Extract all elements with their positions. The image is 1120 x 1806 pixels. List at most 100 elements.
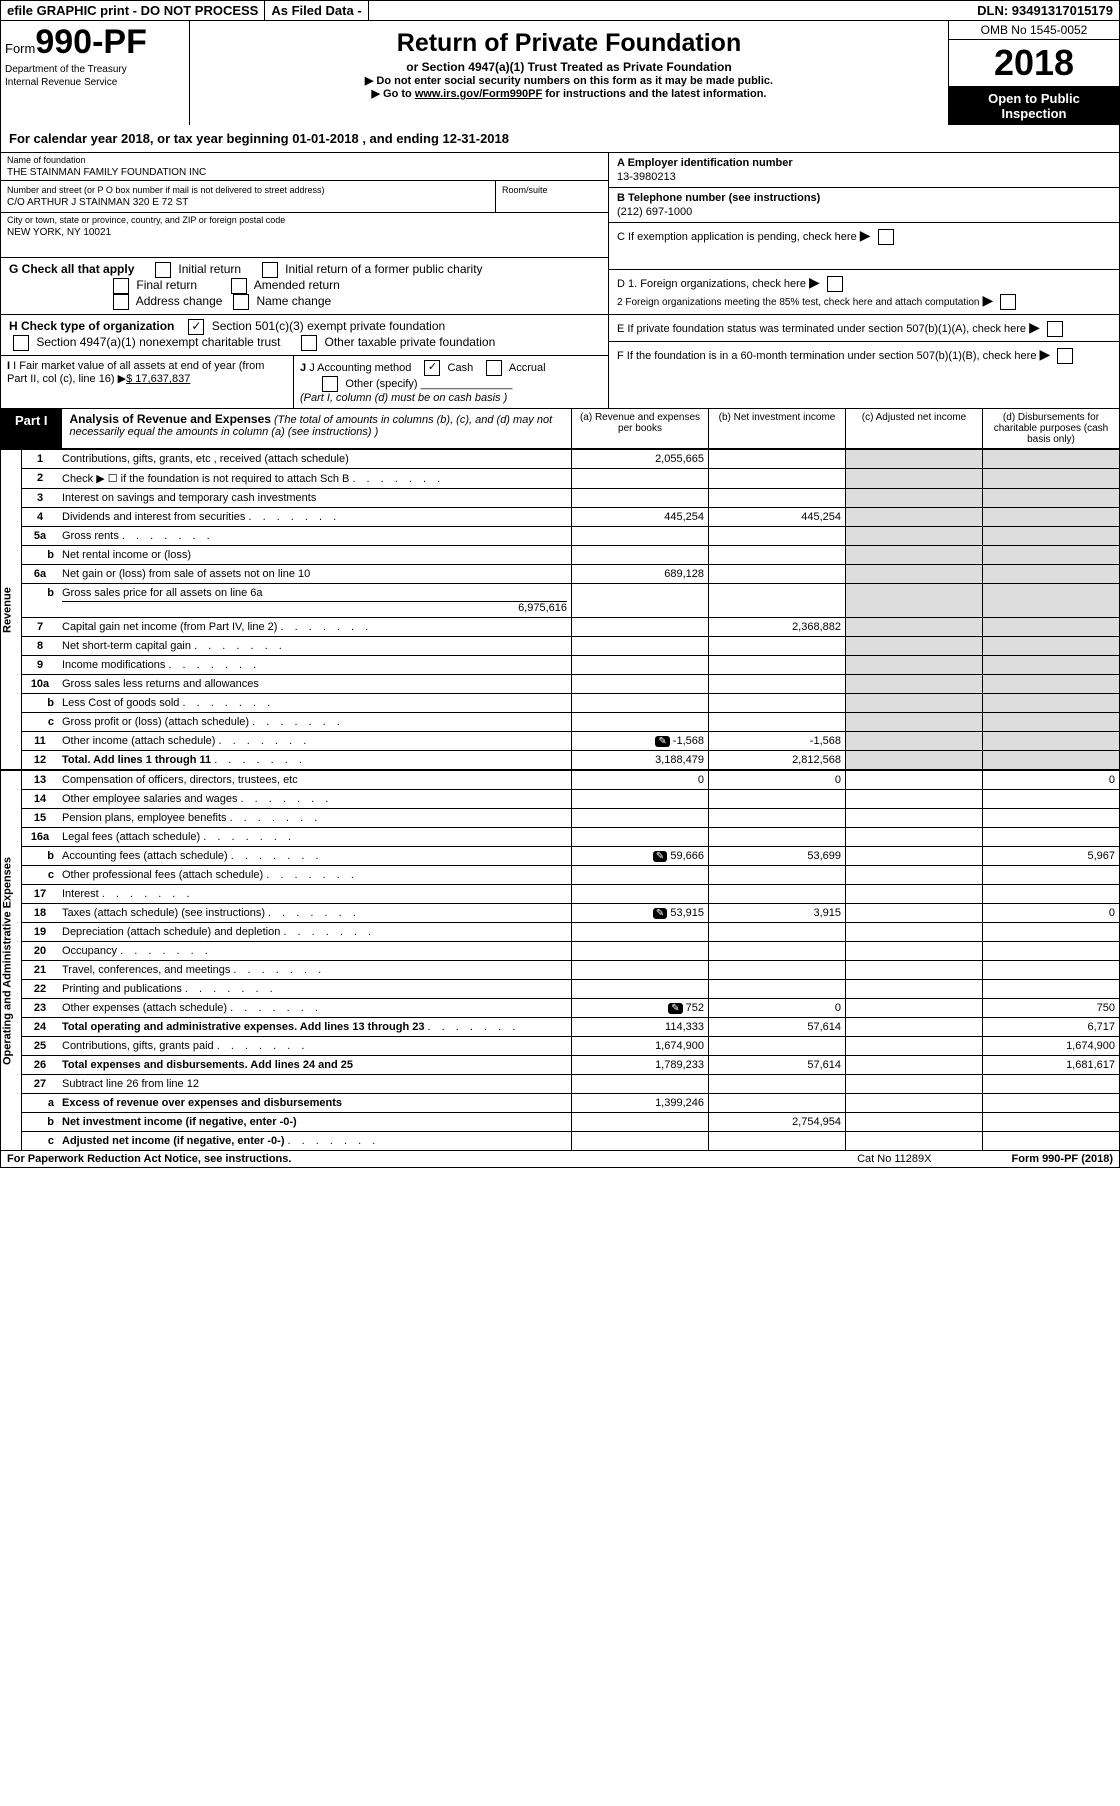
cell-b — [709, 1075, 846, 1094]
cell-c — [846, 942, 983, 961]
cell-a: ✎ 59,666 — [572, 847, 709, 866]
cell-a: 689,128 — [572, 565, 709, 584]
line-desc: Contributions, gifts, grants paid . . . … — [58, 1037, 572, 1056]
line-number: b — [22, 1113, 59, 1132]
checkbox-c[interactable] — [878, 229, 894, 245]
cell-c — [846, 828, 983, 847]
cell-a — [572, 885, 709, 904]
cell-b — [709, 637, 846, 656]
table-row: 15Pension plans, employee benefits . . .… — [1, 809, 1120, 828]
cell-a — [572, 489, 709, 508]
dept-treasury: Department of the Treasury — [5, 64, 185, 75]
title-col: Return of Private Foundation or Section … — [190, 21, 948, 125]
line-desc: Net gain or (loss) from sale of assets n… — [58, 565, 572, 584]
cell-a: 0 — [572, 771, 709, 790]
cell-c — [846, 790, 983, 809]
irs-link[interactable]: www.irs.gov/Form990PF — [415, 88, 542, 100]
cell-b: 2,754,954 — [709, 1113, 846, 1132]
cell-c — [846, 980, 983, 999]
cell-c — [846, 489, 983, 508]
checkbox-address[interactable] — [113, 294, 129, 310]
checkbox-e[interactable] — [1047, 321, 1063, 337]
checkbox-cash[interactable]: ✓ — [424, 360, 440, 376]
line-desc: Adjusted net income (if negative, enter … — [58, 1132, 572, 1151]
section-c: C If exemption application is pending, c… — [609, 223, 1119, 270]
footer-right: Form 990-PF (2018) — [1012, 1153, 1114, 1165]
line-number: 17 — [22, 885, 59, 904]
line-number: 11 — [22, 732, 59, 751]
side-label: Revenue — [1, 450, 22, 770]
section-e: E If private foundation status was termi… — [609, 315, 1119, 342]
line-number: 9 — [22, 656, 59, 675]
line-desc: Dividends and interest from securities .… — [58, 508, 572, 527]
checkbox-amended[interactable] — [231, 278, 247, 294]
cell-d — [983, 584, 1120, 618]
line-desc: Net investment income (if negative, ente… — [58, 1113, 572, 1132]
cell-c — [846, 809, 983, 828]
cell-d — [983, 618, 1120, 637]
cell-d — [983, 866, 1120, 885]
checkbox-f[interactable] — [1057, 348, 1073, 364]
cell-a — [572, 656, 709, 675]
main-info-box: Name of foundation THE STAINMAN FAMILY F… — [0, 153, 1120, 409]
as-filed: As Filed Data - — [265, 1, 368, 20]
dept-irs: Internal Revenue Service — [5, 77, 185, 88]
cell-d — [983, 732, 1120, 751]
checkbox-d2[interactable] — [1000, 294, 1016, 310]
cell-b — [709, 1094, 846, 1113]
cell-c — [846, 923, 983, 942]
checkbox-other-taxable[interactable] — [301, 335, 317, 351]
cell-c — [846, 999, 983, 1018]
checkbox-initial[interactable] — [155, 262, 171, 278]
checkbox-501c3[interactable]: ✓ — [188, 319, 204, 335]
cell-a — [572, 790, 709, 809]
table-row: 25Contributions, gifts, grants paid . . … — [1, 1037, 1120, 1056]
line-desc: Capital gain net income (from Part IV, l… — [58, 618, 572, 637]
cell-d — [983, 790, 1120, 809]
line-desc: Net rental income or (loss) — [58, 546, 572, 565]
cell-d — [983, 489, 1120, 508]
cell-c — [846, 694, 983, 713]
line-desc: Subtract line 26 from line 12 — [58, 1075, 572, 1094]
cell-c — [846, 771, 983, 790]
cell-a — [572, 828, 709, 847]
line-desc: Taxes (attach schedule) (see instruction… — [58, 904, 572, 923]
table-row: 14Other employee salaries and wages . . … — [1, 790, 1120, 809]
table-row: 6aNet gain or (loss) from sale of assets… — [1, 565, 1120, 584]
checkbox-d1[interactable] — [827, 276, 843, 292]
checkbox-4947[interactable] — [13, 335, 29, 351]
checkbox-other-method[interactable] — [322, 376, 338, 392]
cell-b: 53,699 — [709, 847, 846, 866]
line-desc: Other expenses (attach schedule) . . . .… — [58, 999, 572, 1018]
cell-a — [572, 694, 709, 713]
line-number: 8 — [22, 637, 59, 656]
cell-c — [846, 866, 983, 885]
line-desc: Income modifications . . . . . . . — [58, 656, 572, 675]
checkbox-accrual[interactable] — [486, 360, 502, 376]
checkbox-name[interactable] — [233, 294, 249, 310]
line-number: 7 — [22, 618, 59, 637]
address-row: Number and street (or P O box number if … — [1, 181, 608, 213]
cell-b — [709, 489, 846, 508]
cell-a — [572, 546, 709, 565]
checkbox-initial-former[interactable] — [262, 262, 278, 278]
line-desc: Contributions, gifts, grants, etc , rece… — [58, 450, 572, 469]
cell-a — [572, 942, 709, 961]
col-b-head: (b) Net investment income — [709, 409, 846, 448]
footer-mid: Cat No 11289X — [857, 1153, 931, 1165]
table-row: 12Total. Add lines 1 through 11 . . . . … — [1, 751, 1120, 770]
cell-c — [846, 584, 983, 618]
cell-c — [846, 1132, 983, 1151]
cell-d — [983, 546, 1120, 565]
line-desc: Net short-term capital gain . . . . . . … — [58, 637, 572, 656]
form-subtitle: or Section 4947(a)(1) Trust Treated as P… — [196, 60, 942, 74]
cell-d: 1,674,900 — [983, 1037, 1120, 1056]
table-row: 17Interest . . . . . . . — [1, 885, 1120, 904]
line-desc: Interest on savings and temporary cash i… — [58, 489, 572, 508]
checkbox-final[interactable] — [113, 278, 129, 294]
cell-d: 5,967 — [983, 847, 1120, 866]
ein-field: A Employer identification number 13-3980… — [609, 153, 1119, 188]
cell-b — [709, 980, 846, 999]
cell-b: 0 — [709, 771, 846, 790]
cell-c — [846, 1056, 983, 1075]
